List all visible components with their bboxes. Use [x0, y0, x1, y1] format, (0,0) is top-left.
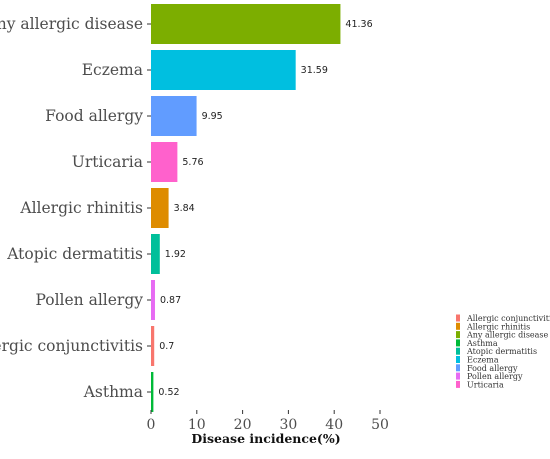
- legend-swatch-allergic-rhinitis: [456, 322, 460, 330]
- value-labels: 41.36 31.59 9.95 5.76 3.84 1.92 0.87 0.7 0.52: [158, 19, 372, 398]
- category-label-atopic-dermatitis: Atopic dermatitis: [6, 245, 143, 263]
- value-label-allergic-rhinitis: 3.84: [174, 203, 195, 214]
- legend-swatch-urticaria: [456, 380, 460, 388]
- category-label-pollen-allergy: Pollen allergy: [35, 291, 143, 309]
- value-label-atopic-dermatitis: 1.92: [165, 249, 186, 260]
- category-label-urticaria: Urticaria: [72, 153, 143, 171]
- value-label-eczema: 31.59: [301, 65, 328, 76]
- category-label-eczema: Eczema: [82, 61, 143, 79]
- x-tick-label-10: 10: [188, 417, 206, 433]
- x-axis: 0 10 20 30 40 50: [147, 410, 389, 433]
- legend-label-urticaria: Urticaria: [467, 380, 504, 389]
- category-label-allergic-rhinitis: Allergic rhinitis: [19, 199, 143, 217]
- legend-swatch-food-allergy: [456, 364, 460, 372]
- legend-swatch-allergic-conjunctivitis: [456, 314, 460, 322]
- bar-allergic-rhinitis: [151, 188, 169, 228]
- value-label-asthma: 0.52: [158, 387, 179, 398]
- legend-label-asthma: Asthma: [466, 339, 498, 348]
- legend-label-atopic-dermatitis: Atopic dermatitis: [466, 347, 537, 356]
- category-label-asthma: Asthma: [83, 383, 143, 401]
- bar-allergic-conjunctivitis: [151, 326, 155, 366]
- legend-swatch-any-allergic-disease: [456, 331, 460, 339]
- x-tick-label-20: 20: [234, 417, 252, 433]
- legend-label-eczema: Eczema: [467, 356, 499, 365]
- legend-label-allergic-conjunctivitis: Allergic conjunctivitis: [466, 314, 550, 323]
- legend-swatch-atopic-dermatitis: [456, 347, 460, 355]
- bar-asthma: [151, 372, 154, 412]
- legend-swatch-eczema: [456, 356, 460, 363]
- x-tick-label-0: 0: [147, 417, 156, 433]
- value-label-urticaria: 5.76: [182, 157, 203, 168]
- bar-atopic-dermatitis: [151, 234, 160, 274]
- bars-layer: [151, 4, 341, 412]
- legend-swatch-asthma: [456, 339, 460, 347]
- value-label-any-allergic-disease: 41.36: [345, 19, 372, 30]
- category-label-allergic-conjunctivitis: Allergic conjunctivitis: [0, 337, 143, 355]
- value-label-pollen-allergy: 0.87: [160, 295, 181, 306]
- category-labels: Any allergic disease Eczema Food allergy Ur…: [0, 15, 151, 401]
- x-axis-title: Disease incidence(%): [191, 431, 340, 446]
- legend-label-any-allergic-disease: Any allergic disease: [466, 331, 549, 340]
- value-label-food-allergy: 9.95: [202, 111, 223, 122]
- category-label-any-allergic-disease: Any allergic disease: [0, 15, 143, 33]
- legend-label-allergic-rhinitis: Allergic rhinitis: [466, 322, 530, 331]
- x-tick-label-30: 30: [279, 417, 297, 433]
- value-label-allergic-conjunctivitis: 0.7: [159, 341, 174, 352]
- legend-swatch-pollen-allergy: [456, 372, 460, 380]
- bar-pollen-allergy: [151, 280, 155, 320]
- category-label-food-allergy: Food allergy: [45, 107, 143, 125]
- bar-urticaria: [151, 142, 178, 182]
- legend-label-food-allergy: Food allergy: [467, 364, 518, 373]
- x-tick-label-50: 50: [371, 417, 389, 433]
- bar-food-allergy: [151, 96, 197, 136]
- legend-label-pollen-allergy: Pollen allergy: [467, 372, 523, 381]
- bar-any-allergic-disease: [151, 4, 341, 44]
- bar-eczema: [151, 50, 296, 90]
- x-tick-label-40: 40: [325, 417, 343, 433]
